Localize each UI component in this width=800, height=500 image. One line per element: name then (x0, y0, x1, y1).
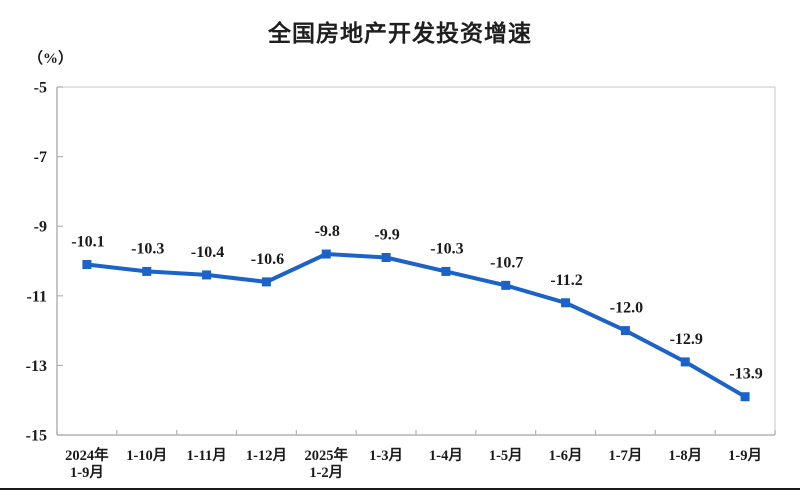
y-tick-label: -11 (27, 288, 47, 305)
data-point-label: -9.9 (374, 227, 399, 244)
x-tick-label: 1-5月 (489, 447, 523, 464)
data-point-marker (321, 249, 331, 259)
data-point-marker (501, 280, 511, 290)
data-point-label: -12.0 (610, 300, 643, 317)
y-tick-label: -9 (34, 219, 47, 236)
x-tick-label: 1-9月 (728, 447, 762, 464)
data-point-marker (202, 270, 212, 280)
data-point-label: -10.3 (430, 240, 463, 257)
data-point-label: -12.9 (670, 331, 703, 348)
y-tick-label: -15 (26, 428, 47, 445)
data-point-label: -10.6 (251, 251, 284, 268)
data-point-label: -10.4 (191, 244, 224, 261)
y-axis-unit-label: （%） (28, 51, 74, 67)
x-tick-label: 2025年 1-2月 (305, 446, 349, 481)
x-tick-label: 1-7月 (608, 447, 642, 464)
y-tick-label: -7 (34, 149, 47, 166)
data-point-marker (441, 266, 451, 276)
data-point-label: -9.8 (315, 223, 340, 240)
data-point-marker (620, 326, 630, 336)
data-point-label: -11.2 (550, 272, 582, 289)
data-point-marker (561, 298, 571, 308)
x-tick-label: 1-10月 (126, 447, 167, 464)
x-tick-label: 1-4月 (429, 447, 463, 464)
x-tick-label: 1-3月 (369, 447, 403, 464)
data-line (84, 252, 748, 399)
y-tick-label: -5 (34, 80, 47, 97)
data-point-marker (261, 277, 271, 287)
data-point-label: -10.7 (490, 254, 523, 271)
bottom-divider-line (0, 488, 800, 490)
data-point-marker (82, 259, 92, 269)
data-point-marker (142, 266, 152, 276)
x-tick-label: 1-8月 (668, 447, 702, 464)
x-tick-label: 1-11月 (186, 447, 226, 464)
x-tick-label: 1-6月 (549, 447, 583, 464)
data-point-label: -10.1 (71, 233, 104, 250)
x-tick-label: 2024年 1-9月 (65, 446, 109, 481)
data-point-marker (381, 253, 391, 263)
data-point-marker (740, 392, 750, 402)
data-point-marker (680, 357, 690, 367)
x-tick-label: 1-12月 (246, 447, 287, 464)
data-point-label: -10.3 (131, 240, 164, 257)
data-point-label: -13.9 (729, 366, 762, 383)
chart-title: 全国房地产开发投资增速 (268, 20, 532, 46)
y-tick-label: -13 (26, 358, 47, 375)
